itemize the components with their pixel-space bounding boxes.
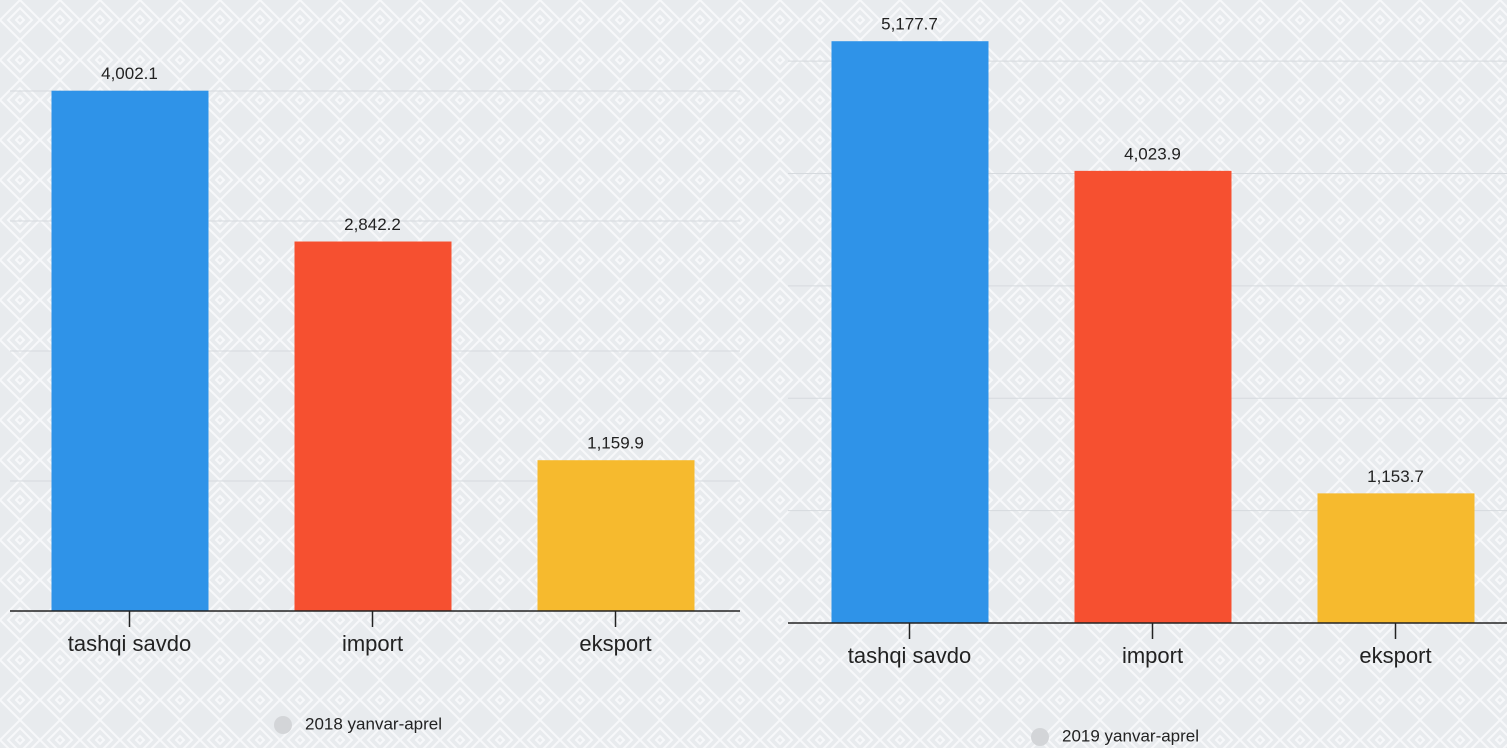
- x-tick-label: eksport: [1359, 643, 1431, 668]
- x-tick-label: import: [342, 631, 403, 656]
- legend-label: 2018 yanvar-aprel: [305, 714, 442, 733]
- legend-dot: [274, 716, 292, 734]
- bar: [1317, 493, 1475, 623]
- legend-label: 2019 yanvar-aprel: [1062, 726, 1199, 745]
- x-tick-label: tashqi savdo: [68, 631, 192, 656]
- value-label: 1,153.7: [1367, 467, 1424, 486]
- x-tick-label: tashqi savdo: [848, 643, 972, 668]
- value-label: 4,023.9: [1124, 144, 1181, 163]
- x-tick-label: eksport: [579, 631, 651, 656]
- x-tick-label: import: [1122, 643, 1183, 668]
- legend-dot: [1031, 728, 1049, 746]
- bar: [294, 241, 452, 611]
- bar: [51, 90, 209, 612]
- value-label: 2,842.2: [344, 215, 401, 234]
- value-label: 1,159.9: [587, 434, 644, 453]
- value-label: 4,002.1: [101, 64, 158, 83]
- bar: [537, 460, 695, 611]
- bar: [1074, 170, 1232, 623]
- bar: [831, 41, 989, 624]
- value-label: 5,177.7: [881, 15, 938, 34]
